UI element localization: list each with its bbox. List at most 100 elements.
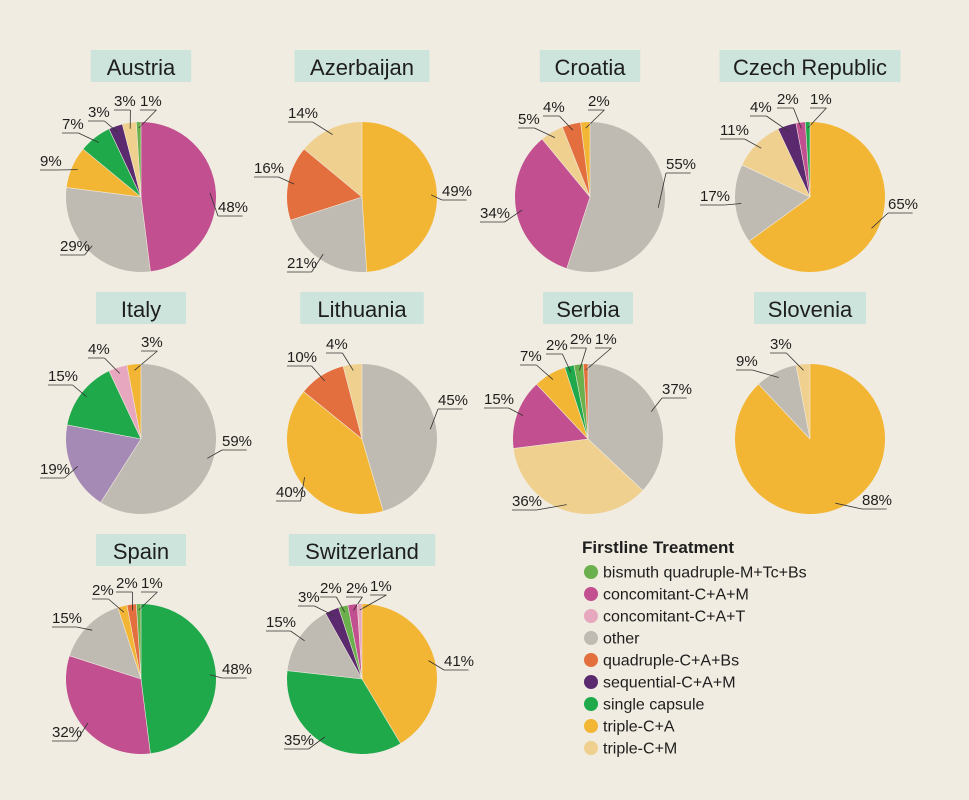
pie-slice-label: 4% (88, 341, 110, 358)
legend-swatch-quadruple-c-a-bs (584, 653, 598, 667)
pie-slice-separator (117, 607, 142, 680)
pie-slice-separator (562, 127, 591, 198)
pie-slice-other (735, 165, 810, 242)
pie-slice-separator (361, 196, 368, 272)
pie-slice-triple-c-a (287, 391, 384, 514)
pie-slice-label: 16% (254, 160, 284, 177)
pie-slice-separator (582, 364, 589, 440)
pie-leader-line (64, 466, 78, 479)
pie-slice-label: 14% (288, 105, 318, 122)
pie-slice-single-capsule (286, 670, 401, 755)
pie-slice-label: 17% (700, 188, 730, 205)
pie-slice-triple-c-m (304, 121, 362, 197)
pie-slice-concomitant-c-a-m (514, 139, 590, 269)
pie-slice-label: 45% (438, 392, 468, 409)
pie-title-box (96, 534, 186, 566)
pie-leader-line (657, 172, 667, 208)
pie-leader-line (807, 107, 827, 129)
pie-leader-line (308, 736, 325, 750)
pie-slice-other (588, 364, 663, 491)
pie-slice-label: 2% (570, 331, 592, 348)
pie-slice-label: 4% (750, 99, 772, 116)
pie-slice-label: 2% (588, 93, 610, 110)
pie-leader-line (835, 502, 863, 510)
legend-label-sequential-c-a-m: sequential-C+A+M (603, 675, 736, 692)
pie-title-box (719, 50, 901, 82)
pie-slice-sequential-c-a-m (778, 123, 810, 197)
pie-slice-label: 9% (40, 153, 62, 170)
pie-slice-separator (749, 196, 811, 242)
pie-leader-line (585, 109, 605, 129)
pie-slice-separator (342, 366, 363, 440)
pie-slice-label: 2% (346, 580, 368, 597)
pie-slice-triple-c-m (742, 129, 810, 197)
pie-slice-label: 48% (218, 199, 248, 216)
pie-slice-separator (303, 391, 363, 440)
pie-slice-separator (587, 438, 643, 491)
pie-slice-label: 21% (287, 255, 317, 272)
pie-slice-quadruple-c-a-bs (303, 366, 362, 439)
pie-leader-line (562, 353, 572, 373)
pie-title: Lithuania (317, 297, 407, 322)
pie-slice-label: 41% (444, 653, 474, 670)
pie-leader-line (585, 347, 612, 371)
pie-leader-line (134, 350, 158, 371)
pie-slice-separator (122, 124, 142, 198)
pie-slice-label: 7% (520, 348, 542, 365)
pie-slice-label: 49% (442, 183, 472, 200)
pie-slice-single-capsule (67, 371, 141, 439)
pie-slice-label: 29% (60, 238, 90, 255)
pie-slice-concomitant-c-a-m (141, 122, 217, 272)
legend: Firstline Treatment bismuth quadruple-M+T… (582, 538, 807, 758)
pie-slice-label: 15% (484, 391, 514, 408)
pie-slice-label: 3% (298, 589, 320, 606)
pie-slice-label: 36% (512, 493, 542, 510)
pie-leader-line (290, 630, 305, 642)
pie-slice-concomitant-c-a-t (109, 365, 141, 439)
pie-title-box (288, 534, 436, 566)
pie-leader-line (752, 369, 779, 378)
pie-leader-line (871, 212, 889, 229)
pie-azerbaijan: Azerbaijan 49% 21% 16% 14% (254, 50, 472, 273)
pie-leader-line (76, 722, 89, 742)
pie-leader-line (300, 477, 305, 502)
pie-slice-label: 59% (222, 433, 252, 450)
pie-czech-republic: Czech Republic 65% 17% 11%4% 2% 1% (700, 50, 918, 272)
pie-slice-triple-c-a (749, 122, 885, 272)
pie-slice-separator (69, 655, 142, 680)
pie-slice-single-capsule (141, 604, 217, 754)
pie-leader-line (336, 596, 346, 613)
pie-lithuania: Lithuania 45% 40% 10% 4% (276, 292, 468, 514)
pie-leader-line (724, 203, 742, 206)
pie-slice-label: 3% (141, 334, 163, 351)
pie-slice-label: 5% (518, 111, 540, 128)
pie-slice-separator (83, 148, 142, 198)
pie-slice-label: 2% (92, 582, 114, 599)
pie-slice-label: 88% (862, 492, 892, 509)
pie-slice-label: 15% (52, 610, 82, 627)
pie-leader-line (352, 596, 363, 611)
pie-slice-label: 37% (662, 381, 692, 398)
pie-leader-line (314, 605, 335, 617)
pie-leader-line (744, 138, 762, 149)
legend-label-other: other (603, 631, 640, 648)
pie-slice-label: 32% (52, 724, 82, 741)
pie-title: Czech Republic (733, 55, 887, 80)
pie-leader-line (207, 449, 223, 459)
pie-slice-separator (361, 438, 384, 512)
pie-slice-separator (135, 122, 142, 198)
pie-leader-line (312, 121, 333, 135)
legend-label-triple-c-m: triple-C+M (603, 741, 677, 758)
pie-slice-separator (347, 605, 363, 680)
pie-leader-line (428, 660, 445, 671)
pie-slice-separator (126, 365, 142, 440)
pie-slice-separator (573, 365, 589, 440)
pie-leader-line (536, 504, 567, 511)
pie-slice-separator (338, 607, 363, 680)
pie-leader-line (108, 598, 125, 613)
pie-slice-other (100, 364, 217, 514)
pie-slice-label: 2% (777, 91, 799, 108)
legend-swatch-other (584, 631, 598, 645)
pie-slice-label: 2% (116, 575, 138, 592)
